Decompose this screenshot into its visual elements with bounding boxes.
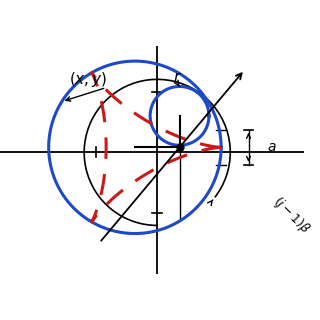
Text: $(x, y)$: $(x, y)$: [69, 70, 108, 89]
Text: $(j-1)\beta$: $(j-1)\beta$: [269, 193, 313, 237]
Text: $r$: $r$: [173, 71, 182, 85]
Text: $a$: $a$: [267, 140, 276, 154]
